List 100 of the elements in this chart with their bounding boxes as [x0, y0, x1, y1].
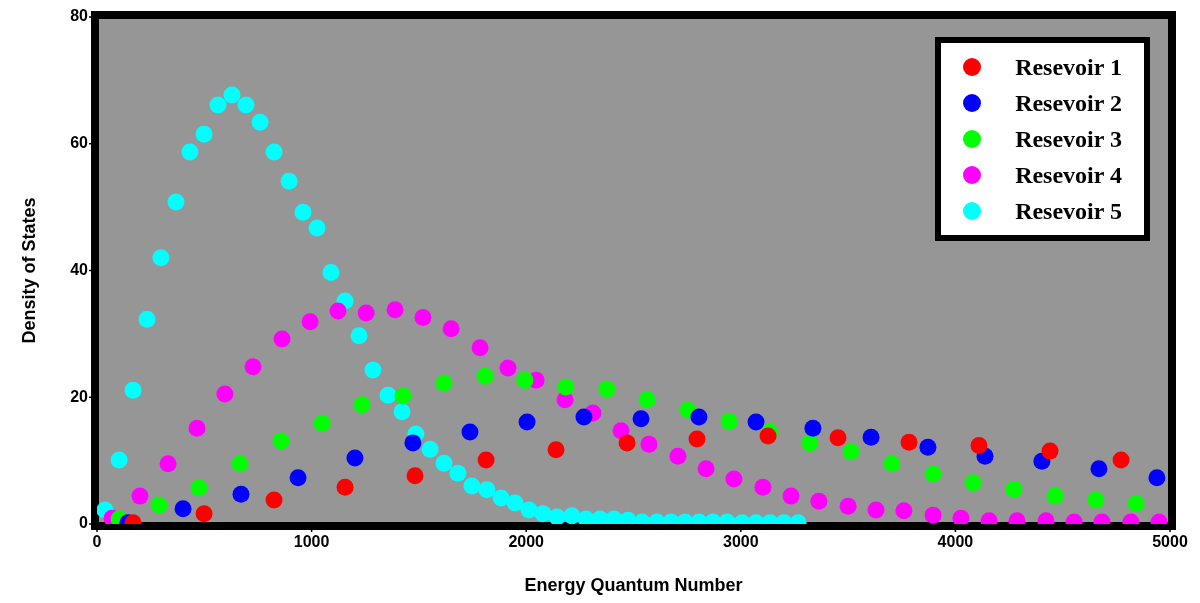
legend-label: Resevoir 1 [1015, 53, 1122, 81]
point [747, 413, 765, 431]
point [209, 96, 227, 114]
point [131, 487, 149, 505]
point [435, 374, 453, 392]
point [386, 301, 404, 319]
point [598, 380, 616, 398]
point [301, 313, 319, 331]
point [159, 455, 177, 473]
point [223, 86, 241, 104]
point [697, 460, 715, 478]
y-tick-label: 20 [70, 387, 89, 405]
point [1148, 469, 1166, 487]
point [188, 419, 206, 437]
point [883, 455, 901, 473]
x-tick-label: 1000 [293, 533, 330, 551]
point [782, 487, 800, 505]
legend-label: Resevoir 4 [1015, 161, 1122, 189]
y-tick-label: 60 [70, 134, 89, 152]
point [232, 485, 250, 503]
point [289, 469, 307, 487]
point [839, 497, 857, 515]
point [322, 263, 340, 281]
point [394, 387, 412, 405]
point [231, 455, 249, 473]
point [1090, 460, 1108, 478]
point [690, 408, 708, 426]
point [442, 320, 460, 338]
legend-label: Resevoir 3 [1015, 125, 1122, 153]
point [152, 249, 170, 267]
point [638, 391, 656, 409]
point [618, 434, 636, 452]
point [471, 339, 489, 357]
point [244, 358, 262, 376]
point [393, 403, 411, 421]
legend-label: Resevoir 5 [1015, 197, 1122, 225]
point [379, 386, 397, 404]
point [308, 219, 326, 237]
point [548, 508, 566, 524]
point [534, 505, 552, 523]
point [563, 507, 581, 524]
point [895, 502, 913, 520]
point [181, 143, 199, 161]
point [1087, 491, 1105, 509]
point [195, 125, 213, 143]
point [867, 501, 885, 519]
point [449, 464, 467, 482]
point [346, 449, 364, 467]
point [174, 500, 192, 518]
point [754, 478, 772, 496]
point [265, 143, 283, 161]
point [506, 494, 524, 512]
point [357, 304, 375, 322]
point [1041, 442, 1059, 460]
x-tick-label: 3000 [723, 533, 759, 551]
point [492, 489, 510, 507]
point [272, 432, 290, 450]
point [110, 451, 128, 469]
x-tick-label: 5000 [1152, 533, 1188, 551]
point [804, 419, 822, 437]
point [273, 330, 291, 348]
point [547, 441, 565, 459]
point [190, 479, 208, 497]
point [725, 470, 743, 488]
point [364, 361, 382, 379]
point [919, 438, 937, 456]
point [516, 371, 534, 389]
point [632, 410, 650, 428]
point [414, 308, 432, 326]
point [557, 378, 575, 396]
point [329, 302, 347, 320]
point [294, 203, 312, 221]
point [167, 193, 185, 211]
point [435, 454, 453, 472]
x-axis-title: Energy Quantum Number [524, 575, 743, 596]
point [138, 310, 156, 328]
point [1112, 451, 1130, 469]
point [900, 433, 918, 451]
x-tick-label: 2000 [508, 533, 545, 551]
point [862, 428, 880, 446]
point [964, 474, 982, 492]
point [216, 385, 234, 403]
point [640, 435, 658, 453]
point [759, 427, 777, 445]
point [478, 481, 496, 499]
point [829, 429, 847, 447]
point [404, 434, 422, 452]
point [720, 412, 738, 430]
point [463, 477, 481, 495]
point [280, 172, 298, 190]
point [476, 367, 494, 385]
point [124, 381, 142, 399]
point [237, 96, 255, 114]
y-axis-title: Density of States [18, 197, 39, 344]
legend-label: Resevoir 2 [1015, 89, 1122, 117]
point [1127, 495, 1145, 513]
point [461, 423, 479, 441]
point [477, 451, 495, 469]
point [353, 396, 371, 414]
point [842, 443, 860, 461]
